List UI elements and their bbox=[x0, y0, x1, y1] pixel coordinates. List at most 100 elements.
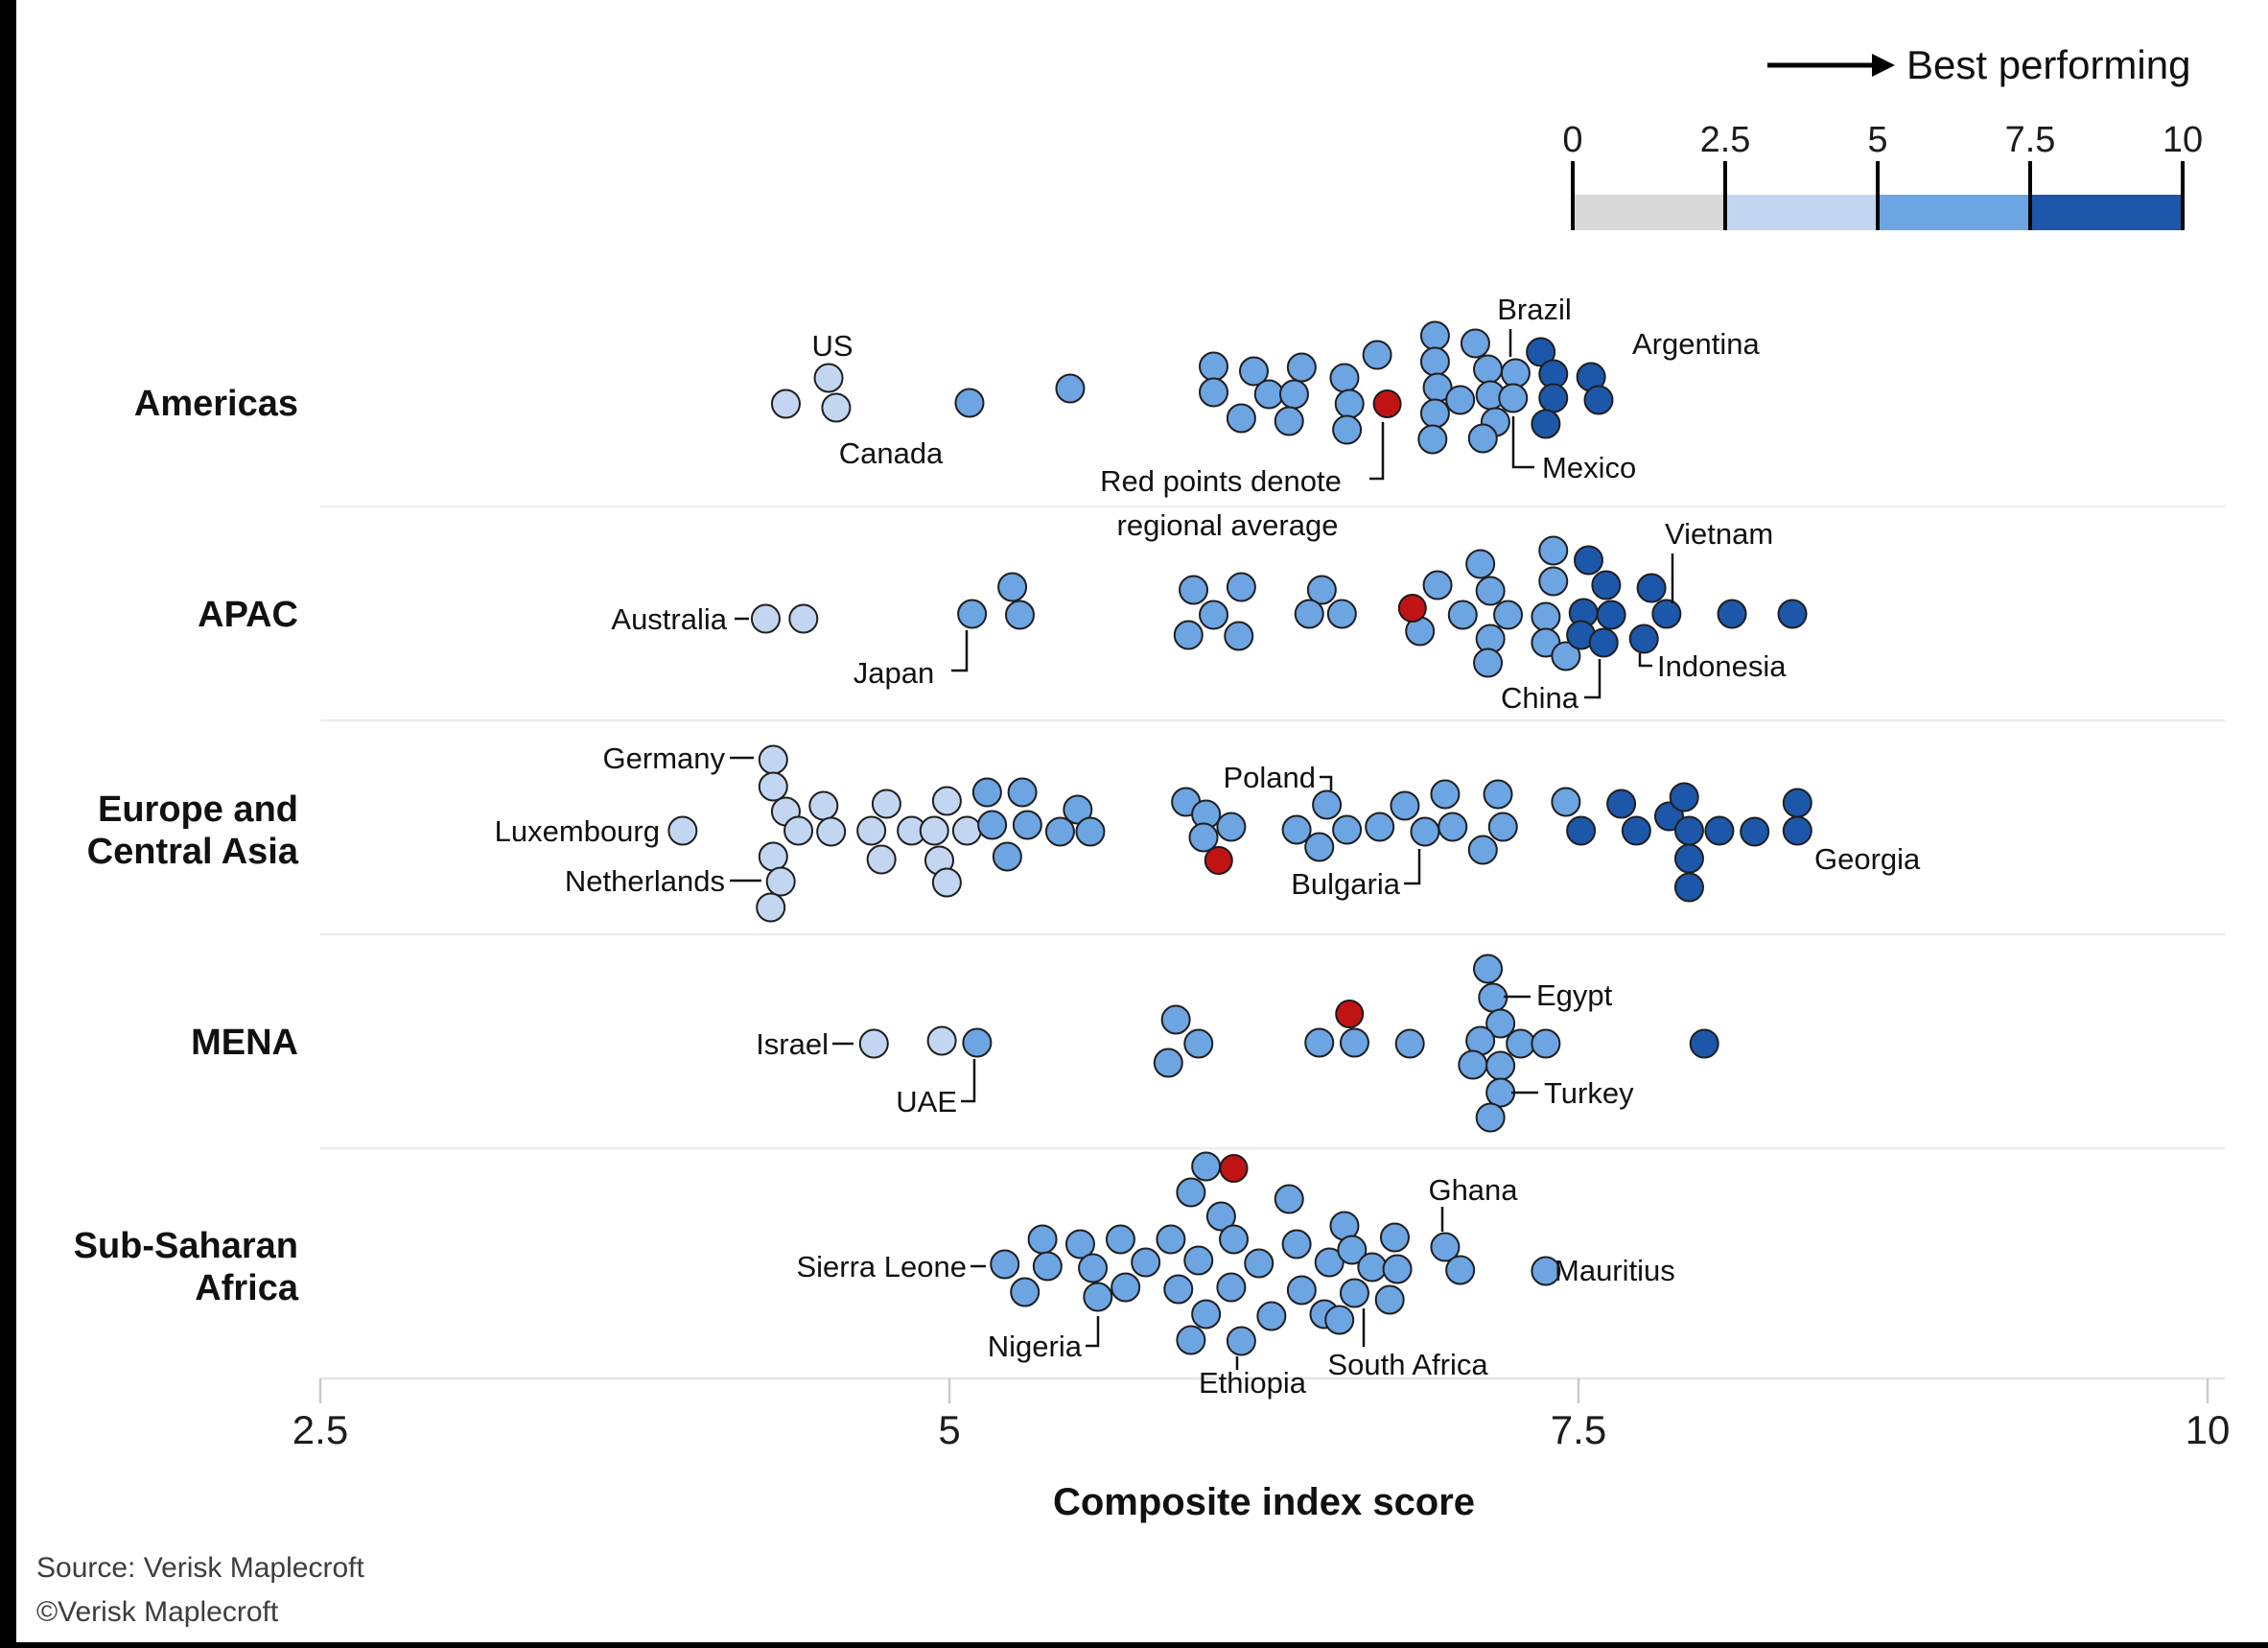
country-annotation: Nigeria bbox=[988, 1330, 1083, 1363]
data-point bbox=[919, 815, 949, 846]
data-point bbox=[667, 815, 698, 846]
data-point bbox=[1531, 409, 1561, 439]
country-annotation: Ethiopia bbox=[1199, 1366, 1307, 1400]
data-point bbox=[1044, 816, 1075, 847]
data-point bbox=[1475, 1102, 1506, 1133]
country-annotation: Australia bbox=[611, 602, 727, 636]
data-point bbox=[1782, 815, 1812, 846]
x-axis-tick-label: 10 bbox=[2186, 1407, 2231, 1452]
data-point bbox=[1153, 1048, 1183, 1078]
data-point bbox=[808, 790, 839, 821]
region-label: Sub-Saharan bbox=[74, 1226, 298, 1266]
annotation-leader-line bbox=[951, 630, 969, 672]
data-point bbox=[1583, 385, 1614, 415]
data-point bbox=[1673, 843, 1704, 874]
annotation-leader-line bbox=[1320, 775, 1333, 790]
data-point bbox=[858, 1028, 889, 1059]
data-point bbox=[1286, 352, 1317, 383]
data-point bbox=[1493, 600, 1524, 630]
arrow-head-icon bbox=[1872, 54, 1895, 77]
data-point bbox=[1156, 1224, 1186, 1255]
x-axis-title: Composite index score bbox=[1052, 1481, 1476, 1523]
data-point bbox=[758, 841, 788, 872]
country-annotation: Netherlands bbox=[565, 864, 725, 898]
country-annotation: Vietnam bbox=[1665, 517, 1773, 551]
data-point bbox=[1485, 1077, 1516, 1108]
data-point bbox=[1064, 1229, 1095, 1260]
data-point bbox=[1314, 1247, 1344, 1278]
x-axis-tick-label: 5 bbox=[938, 1407, 960, 1452]
data-point bbox=[758, 744, 788, 775]
data-point bbox=[1467, 835, 1498, 865]
data-point bbox=[1306, 575, 1337, 605]
data-point bbox=[1445, 1255, 1476, 1285]
data-point bbox=[1487, 812, 1518, 842]
data-point bbox=[1651, 599, 1682, 629]
data-point bbox=[1286, 1275, 1317, 1306]
data-point bbox=[1199, 600, 1229, 630]
region-label: Europe and bbox=[98, 789, 298, 830]
legend-tick-label: 0 bbox=[1562, 120, 1582, 160]
data-point bbox=[1055, 373, 1086, 404]
country-annotation: Poland bbox=[1223, 761, 1316, 794]
data-point bbox=[954, 388, 985, 418]
x-axis-tick-label: 7.5 bbox=[1551, 1407, 1606, 1452]
country-annotation: Turkey bbox=[1544, 1076, 1634, 1110]
data-point bbox=[1673, 815, 1704, 846]
region-label: Americas bbox=[134, 384, 298, 424]
legend-tick-label: 2.5 bbox=[1700, 120, 1751, 160]
data-point bbox=[871, 789, 901, 819]
data-point bbox=[1591, 570, 1622, 600]
data-point bbox=[1163, 1274, 1194, 1305]
data-point bbox=[1740, 816, 1770, 847]
data-point bbox=[1205, 1201, 1236, 1232]
data-point bbox=[1531, 1256, 1561, 1286]
data-point bbox=[1191, 1151, 1222, 1182]
data-point bbox=[1430, 779, 1461, 810]
data-point bbox=[1438, 812, 1468, 842]
data-point bbox=[1382, 1254, 1413, 1284]
region-label: Central Asia bbox=[87, 832, 299, 872]
data-point bbox=[1538, 383, 1569, 413]
x-axis-tick-label: 2.5 bbox=[292, 1407, 348, 1452]
bottom-edge-bar bbox=[0, 1642, 2268, 1648]
data-point bbox=[1365, 812, 1395, 842]
data-point bbox=[1419, 346, 1450, 377]
country-annotation: Egypt bbox=[1536, 978, 1613, 1012]
annotation-leader-line bbox=[1369, 422, 1385, 481]
data-point bbox=[1445, 385, 1476, 415]
data-point bbox=[1176, 1177, 1206, 1208]
data-point bbox=[1256, 1301, 1287, 1331]
data-point bbox=[1473, 354, 1504, 385]
country-annotation: regional average bbox=[1117, 508, 1339, 542]
legend-color-segment bbox=[1573, 195, 1725, 230]
data-point bbox=[1332, 814, 1363, 845]
country-annotation: Mauritius bbox=[1555, 1254, 1675, 1287]
data-point bbox=[1274, 1184, 1304, 1214]
data-point bbox=[1669, 782, 1699, 812]
annotation-leader-line bbox=[1511, 416, 1534, 469]
data-point bbox=[783, 815, 814, 846]
data-point bbox=[1183, 1028, 1214, 1059]
data-point bbox=[1478, 982, 1508, 1013]
data-point bbox=[1063, 794, 1093, 825]
data-point bbox=[1498, 383, 1529, 413]
data-point bbox=[1183, 1245, 1214, 1276]
data-point bbox=[1447, 600, 1478, 630]
legend-color-segment bbox=[1878, 195, 2030, 230]
data-point bbox=[1485, 1008, 1516, 1039]
data-point bbox=[1483, 779, 1513, 810]
data-point bbox=[770, 388, 801, 419]
region-label: MENA bbox=[191, 1023, 298, 1063]
country-annotation: Argentina bbox=[1632, 327, 1760, 361]
data-point bbox=[1419, 320, 1450, 351]
data-point bbox=[1467, 423, 1498, 454]
data-point bbox=[813, 363, 844, 393]
country-annotation: Israel bbox=[756, 1027, 829, 1061]
data-point bbox=[1281, 814, 1312, 845]
data-point bbox=[1538, 535, 1569, 566]
country-annotation: Indonesia bbox=[1657, 649, 1787, 683]
country-annotation: Mexico bbox=[1542, 451, 1636, 484]
